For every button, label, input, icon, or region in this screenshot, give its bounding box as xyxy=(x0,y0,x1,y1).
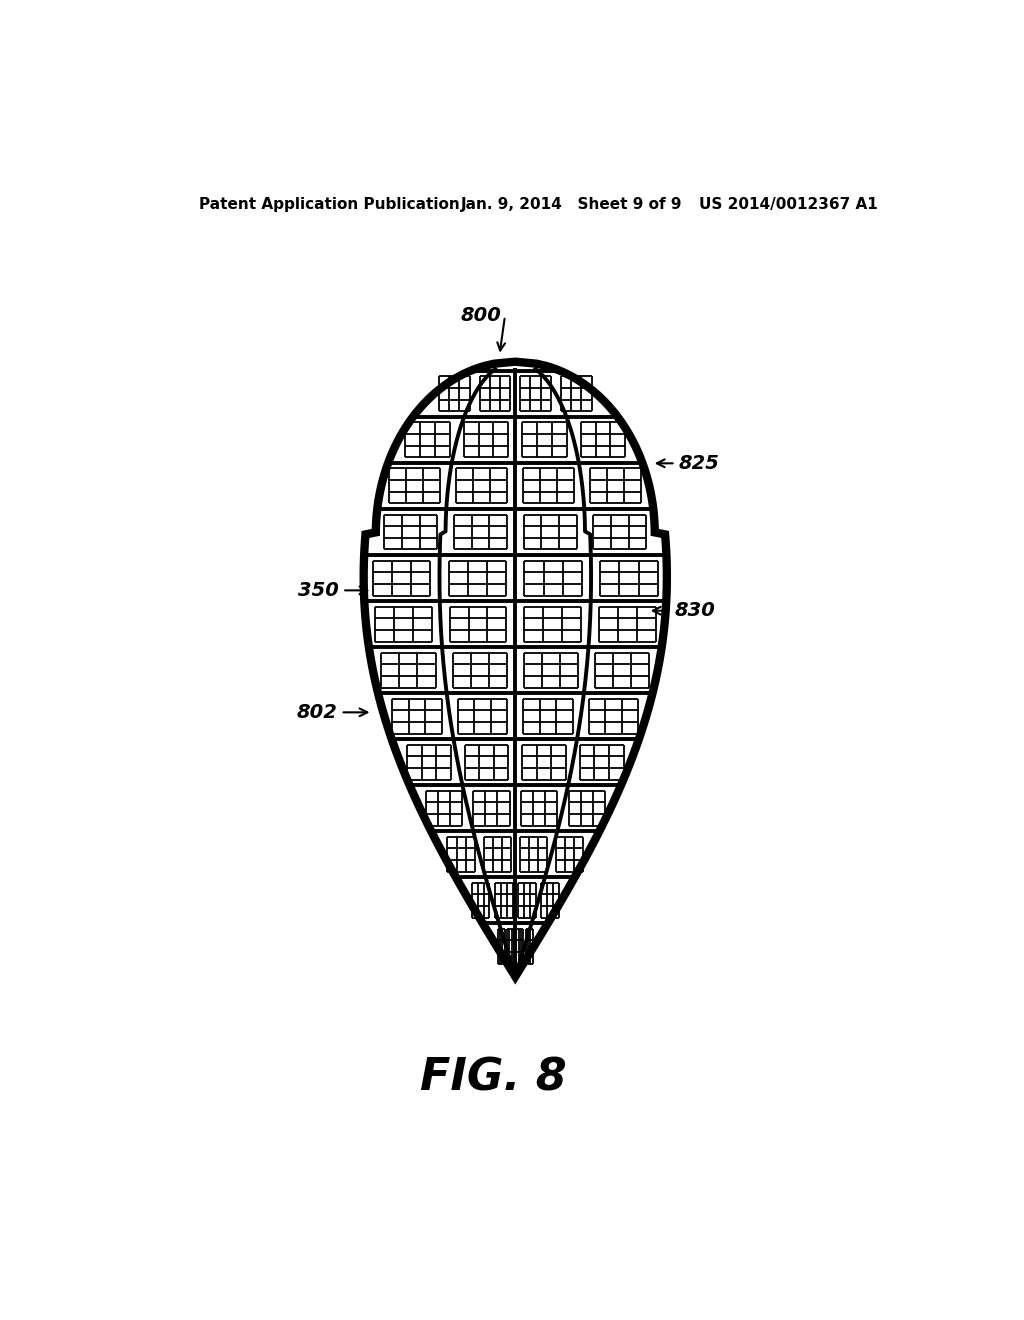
Text: FIG. 8: FIG. 8 xyxy=(420,1057,566,1100)
Text: 800: 800 xyxy=(461,306,502,326)
Polygon shape xyxy=(364,362,667,977)
Text: Jan. 9, 2014   Sheet 9 of 9: Jan. 9, 2014 Sheet 9 of 9 xyxy=(461,197,683,213)
Text: Patent Application Publication: Patent Application Publication xyxy=(200,197,460,213)
Text: US 2014/0012367 A1: US 2014/0012367 A1 xyxy=(699,197,879,213)
Text: 825: 825 xyxy=(679,454,720,473)
Text: 830: 830 xyxy=(675,601,716,620)
Text: 350: 350 xyxy=(298,581,339,599)
Text: 802: 802 xyxy=(296,702,337,722)
